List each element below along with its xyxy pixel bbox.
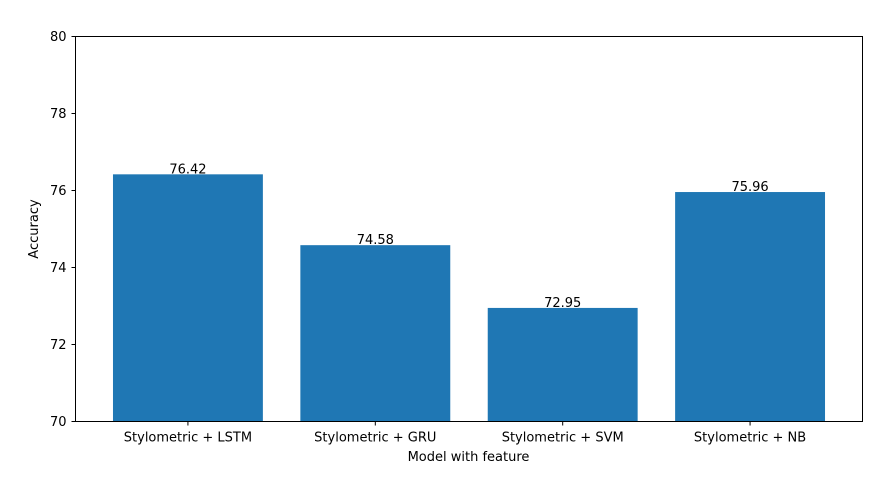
bar-2 [300, 245, 451, 422]
y-tick-label: 78 [50, 107, 67, 122]
bar-1 [112, 174, 263, 422]
x-axis-ticks: Stylometric + LSTM Stylometric + GRU Stylo… [124, 421, 806, 446]
bar-4 [675, 192, 826, 422]
x-tick-label: Stylometric + SVM [502, 431, 624, 446]
bar-value-label: 74.58 [357, 233, 394, 248]
y-tick-label: 70 [50, 415, 67, 430]
bar-value-label: 76.42 [169, 162, 206, 177]
x-tick-label: Stylometric + LSTM [124, 431, 252, 446]
x-tick-label: Stylometric + NB [694, 431, 806, 446]
y-tick-label: 76 [50, 184, 67, 199]
y-axis-label: Accuracy [27, 199, 42, 259]
y-axis-ticks: 70 72 74 76 78 80 [50, 30, 76, 430]
value-labels-group: 76.42 74.58 72.95 75.96 [169, 162, 768, 311]
bars-group [112, 174, 826, 422]
y-tick-label: 74 [50, 261, 67, 276]
y-tick-label: 72 [50, 338, 67, 353]
y-tick-label: 80 [50, 30, 67, 45]
plot-frame [75, 36, 863, 422]
bar-value-label: 72.95 [544, 296, 581, 311]
bar-value-label: 75.96 [731, 180, 768, 195]
bar-3 [487, 307, 638, 422]
x-tick-label: Stylometric + GRU [314, 431, 436, 446]
x-axis-label: Model with feature [408, 450, 530, 465]
